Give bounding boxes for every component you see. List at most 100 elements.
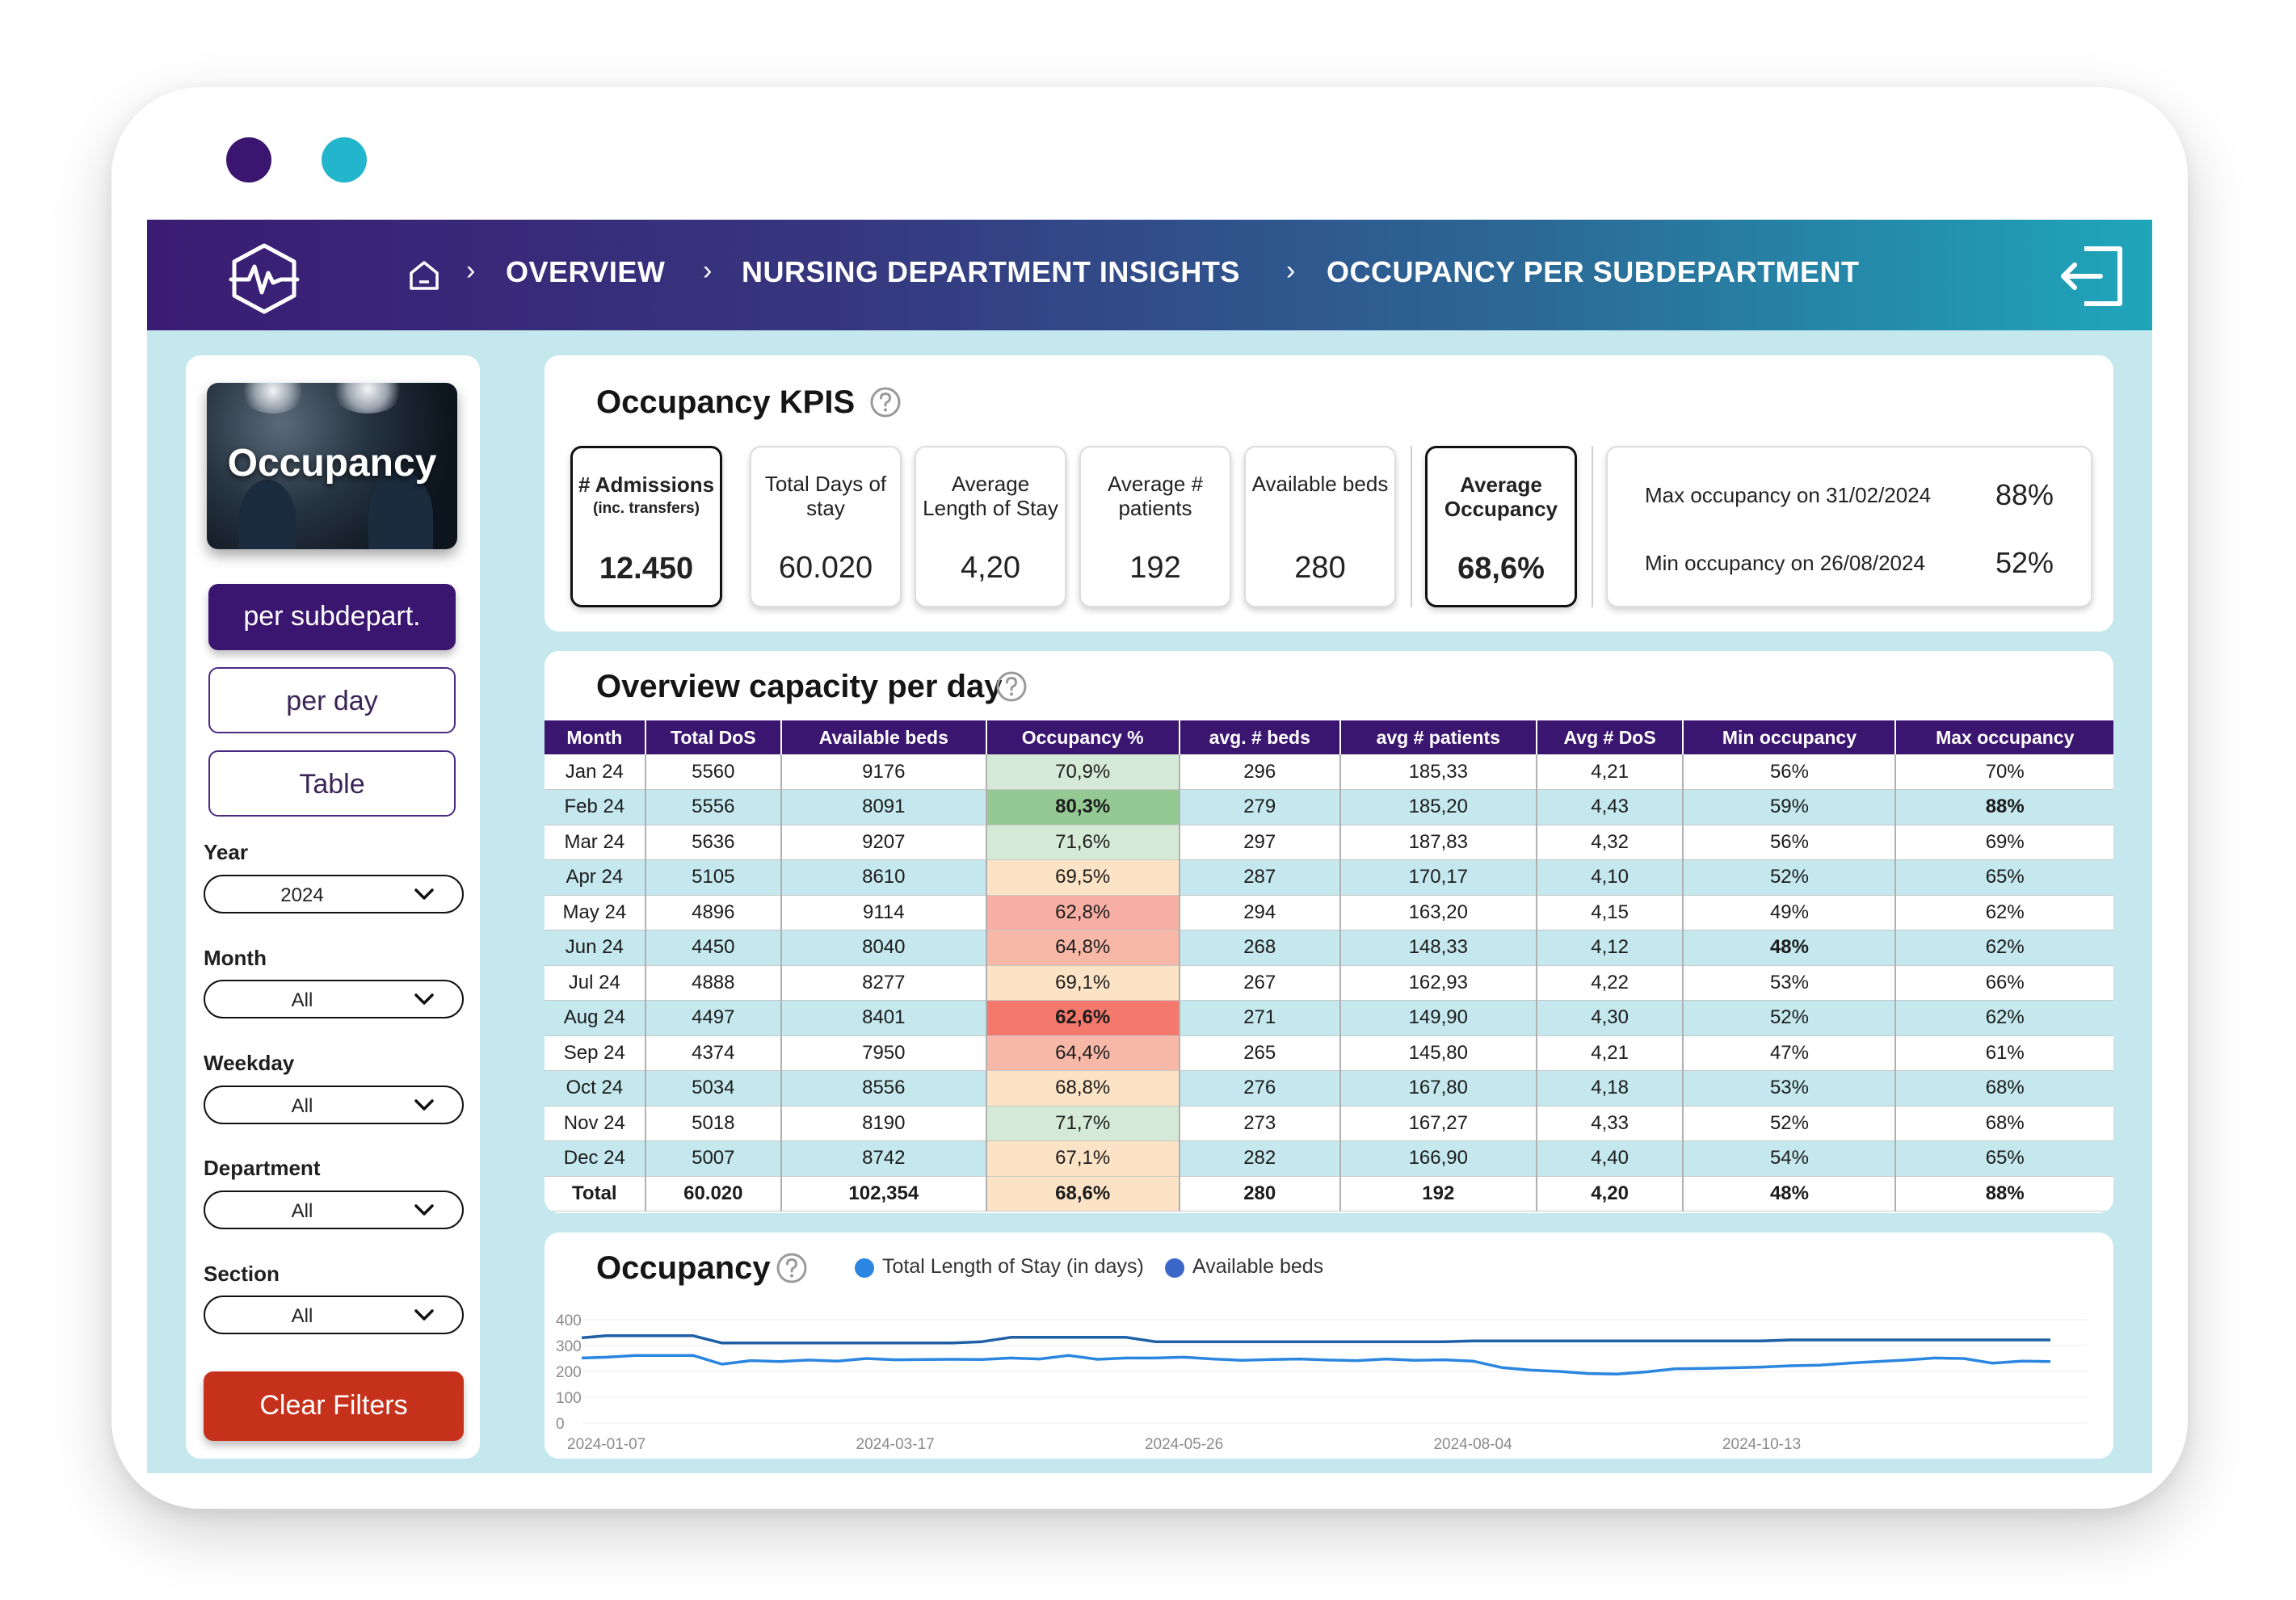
column-header[interactable]: Avg # DoS: [1536, 720, 1684, 754]
occupancy-section-card[interactable]: Occupancy: [207, 383, 457, 549]
table-cell: 5007: [645, 1140, 782, 1177]
x-tick-label: 2024-05-26: [1145, 1436, 1223, 1453]
kpi-card-available-beds: Available beds 280: [1244, 446, 1396, 607]
table-total-row: Total 60.020 102,354 68,6% 280 192 4,20 48% 88%: [545, 1176, 2113, 1212]
kpis-panel-title: Occupancy KPIS: [596, 384, 856, 420]
max-occupancy-text: Max occupancy on 31/02/2024: [1645, 483, 1932, 507]
help-icon[interactable]: [995, 670, 1028, 703]
column-header[interactable]: Total DoS: [645, 720, 782, 754]
help-icon[interactable]: [869, 386, 902, 418]
per-day-button[interactable]: per day: [208, 667, 456, 733]
x-tick-label: 2024-03-17: [856, 1436, 935, 1453]
table-cell: Nov 24: [545, 1106, 646, 1141]
table-cell: 9176: [780, 754, 987, 790]
table-cell: 62,6%: [986, 1000, 1180, 1036]
table-row[interactable]: Jan 24 5560 9176 70,9% 296 185,33 4,21 56% 70%: [545, 754, 2113, 790]
table-row[interactable]: Nov 24 5018 8190 71,7% 273 167,27 4,33 52% 68%: [545, 1106, 2113, 1141]
exit-icon[interactable]: [2057, 244, 2126, 309]
kpi-card-average-patients: Average # patients 192: [1079, 446, 1231, 607]
table-cell: Dec 24: [545, 1140, 646, 1177]
per-subdepartment-button[interactable]: per subdepart.: [208, 584, 456, 650]
heartbeat-hexagon-logo-icon[interactable]: [228, 242, 301, 315]
table-cell: 5105: [645, 859, 782, 896]
breadcrumb-occupancy-subdepartment[interactable]: OCCUPANCY PER SUBDEPARTMENT: [1327, 255, 1860, 288]
occupancy-card-title: Occupancy: [227, 442, 437, 485]
y-tick-label: 200: [556, 1364, 582, 1381]
breadcrumb-nursing-insights[interactable]: NURSING DEPARTMENT INSIGHTS: [742, 255, 1240, 288]
department-select[interactable]: All: [204, 1191, 464, 1229]
table-cell: 68,8%: [986, 1070, 1180, 1107]
table-cell: 49%: [1683, 895, 1897, 930]
kpi-card-average-occupancy: Average Occupancy 68,6%: [1425, 446, 1577, 607]
table-button[interactable]: Table: [208, 750, 456, 817]
table-cell: 67,1%: [986, 1140, 1180, 1177]
breadcrumb-overview[interactable]: OVERVIEW: [506, 255, 666, 288]
table-cell: 59%: [1683, 789, 1897, 825]
table-row[interactable]: Aug 24 4497 8401 62,6% 271 149,90 4,30 52% 62%: [545, 1000, 2113, 1036]
table-cell: 47%: [1683, 1035, 1897, 1071]
legend-label-length-of-stay[interactable]: Total Length of Stay (in days): [882, 1255, 1144, 1278]
legend-label-available-beds[interactable]: Available beds: [1192, 1255, 1324, 1278]
month-select[interactable]: All: [204, 980, 464, 1018]
table-cell: 268: [1179, 930, 1341, 966]
kpi-admissions-label: # Admissions: [578, 472, 715, 497]
table-cell: 56%: [1683, 825, 1897, 860]
table-cell: 69%: [1895, 825, 2113, 860]
table-cell: Jun 24: [545, 930, 646, 966]
column-header[interactable]: Max occupancy: [1895, 720, 2113, 754]
table-row[interactable]: Jun 24 4450 8040 64,8% 268 148,33 4,12 48% 62%: [545, 930, 2113, 966]
kpi-total-days-label: Total Days of stay: [764, 472, 887, 520]
table-cell: 163,20: [1339, 895, 1537, 930]
breadcrumb-separator: ›: [1286, 255, 1296, 286]
clear-filters-button[interactable]: Clear Filters: [204, 1371, 464, 1441]
help-icon[interactable]: [776, 1252, 808, 1284]
chevron-down-icon: [414, 1204, 434, 1216]
table-cell: 4,30: [1536, 1000, 1684, 1036]
table-cell: 69,5%: [986, 859, 1180, 896]
kpi-divider: [1592, 446, 1593, 607]
year-select[interactable]: 2024: [204, 875, 464, 913]
table-cell: 297: [1179, 825, 1341, 860]
series-line-available-beds[interactable]: [581, 1334, 2050, 1345]
table-cell: 62%: [1895, 1000, 2113, 1036]
table-cell: 145,80: [1339, 1035, 1537, 1071]
table-row[interactable]: Apr 24 5105 8610 69,5% 287 170,17 4,10 52% 65%: [545, 859, 2113, 896]
table-cell: 5636: [645, 825, 782, 860]
table-total-cell: 102,354: [780, 1176, 987, 1212]
series-line-total-length-of-stay-in-days[interactable]: [581, 1354, 2051, 1375]
y-tick-label: 300: [556, 1338, 582, 1355]
column-header[interactable]: Month: [545, 720, 646, 754]
table-cell: 8610: [780, 859, 987, 896]
kpi-total-days-value: 60.020: [778, 551, 873, 585]
section-select[interactable]: All: [204, 1296, 464, 1334]
home-icon[interactable]: [407, 258, 441, 292]
table-cell: 80,3%: [986, 789, 1180, 825]
column-header[interactable]: avg # patients: [1339, 720, 1537, 754]
table-cell: 4,21: [1536, 1035, 1684, 1071]
table-row[interactable]: Oct 24 5034 8556 68,8% 276 167,80 4,18 53% 68%: [545, 1070, 2113, 1107]
table-cell: 5034: [645, 1070, 782, 1107]
table-cell: 162,93: [1339, 965, 1537, 1001]
table-row[interactable]: Sep 24 4374 7950 64,4% 265 145,80 4,21 47% 61%: [545, 1035, 2113, 1071]
column-header[interactable]: Available beds: [780, 720, 987, 754]
legend-marker-length-of-stay: [855, 1258, 874, 1278]
table-cell: 62%: [1895, 930, 2113, 966]
table-cell: 287: [1179, 859, 1341, 896]
table-row[interactable]: Dec 24 5007 8742 67,1% 282 166,90 4,40 54% 65%: [545, 1140, 2113, 1177]
kpi-card-admissions: # Admissions (inc. transfers) 12.450: [570, 446, 722, 607]
weekday-select[interactable]: All: [204, 1086, 464, 1124]
column-header[interactable]: Occupancy %: [986, 720, 1180, 754]
table-row[interactable]: May 24 4896 9114 62,8% 294 163,20 4,15 49% 62%: [545, 895, 2113, 930]
kpi-average-occupancy-label: Average Occupancy: [1444, 472, 1558, 521]
table-total-cell: 48%: [1683, 1176, 1897, 1212]
table-cell: 4497: [645, 1000, 782, 1036]
column-header[interactable]: Min occupancy: [1683, 720, 1897, 754]
table-row[interactable]: Feb 24 5556 8091 80,3% 279 185,20 4,43 59% 88%: [545, 789, 2113, 825]
table-cell: Apr 24: [545, 859, 646, 896]
surgical-lamp: [241, 383, 305, 414]
table-row[interactable]: Mar 24 5636 9207 71,6% 297 187,83 4,32 56% 69%: [545, 825, 2113, 860]
table-row[interactable]: Jul 24 4888 8277 69,1% 267 162,93 4,22 53% 66%: [545, 965, 2113, 1001]
column-header[interactable]: avg. # beds: [1179, 720, 1341, 754]
table-total-cell: 60.020: [645, 1176, 782, 1212]
table-cell: 5018: [645, 1106, 782, 1141]
